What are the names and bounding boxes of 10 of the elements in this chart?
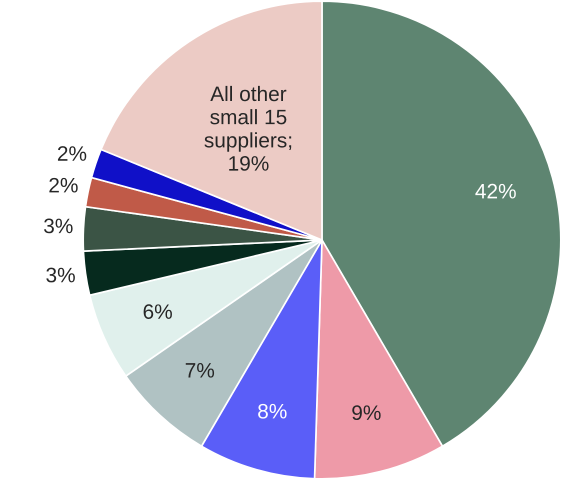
data-label: 2% — [49, 178, 78, 192]
data-label: 6% — [144, 304, 172, 319]
data-label: 7% — [186, 363, 214, 378]
data-label: 3% — [46, 268, 75, 282]
data-label: 42% — [475, 184, 516, 198]
data-label: 2% — [58, 146, 86, 161]
data-label: All other small 15 suppliers; 19% — [204, 86, 292, 171]
data-label: 8% — [258, 404, 287, 419]
data-label: 3% — [44, 218, 73, 234]
data-label: 9% — [352, 405, 381, 420]
